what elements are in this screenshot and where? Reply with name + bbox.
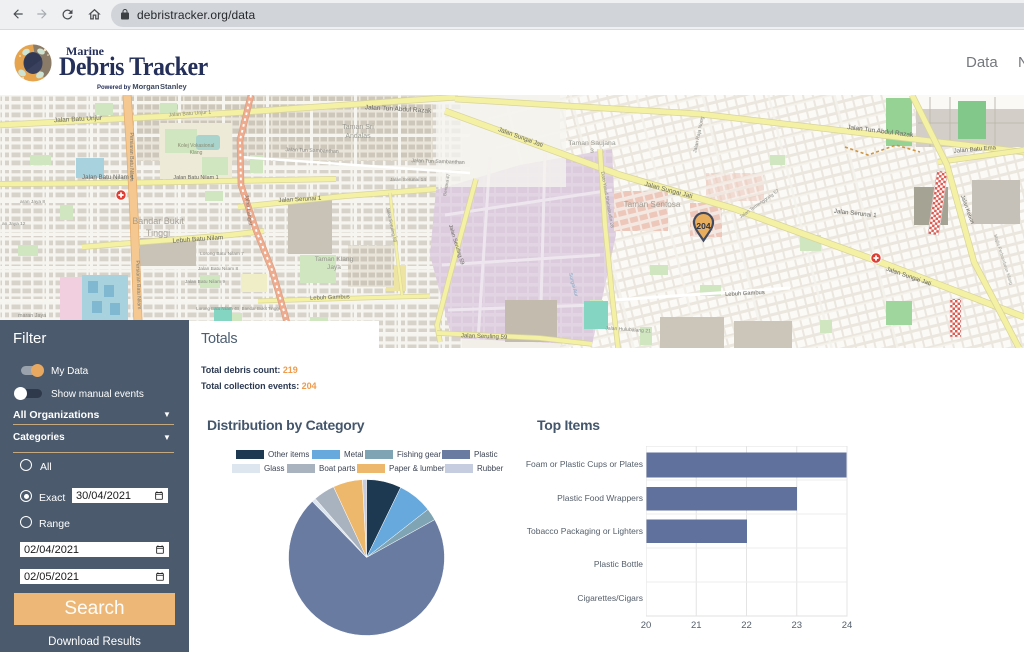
svg-text:Jalan Seruling 59: Jalan Seruling 59 [461,333,508,341]
svg-text:Taman Sentosa: Taman Sentosa [624,200,681,209]
svg-text:Jalan Serunai 1: Jalan Serunai 1 [278,195,322,204]
svg-text:Taman Sri: Taman Sri [342,124,374,131]
svg-text:Bentara 47: Bentara 47 [442,173,451,196]
svg-text:Persiaran Batu Nilam: Persiaran Batu Nilam [134,260,142,309]
svg-text:Jalan Langat: Jalan Langat [243,194,253,226]
svg-text:aran Jaya 8: aran Jaya 8 [20,199,45,205]
svg-text:Kolej Vokasional: Kolej Vokasional [178,143,215,149]
svg-text:Lorong Batu Nilam 7: Lorong Batu Nilam 7 [200,251,244,257]
svg-text:Bandar Bukit: Bandar Bukit [132,216,184,226]
svg-text:Andalas: Andalas [345,133,371,140]
svg-text:Lebuh Gambus: Lebuh Gambus [310,294,350,301]
svg-text:Lebuh Gambus: Lebuh Gambus [725,290,765,298]
svg-text:Jalan Batu Nilam 1: Jalan Batu Nilam 1 [82,174,134,181]
svg-text:Lorong Batu Nilam 4B, Bandar B: Lorong Batu Nilam 4B, Bandar Bukit Tingg… [196,306,279,311]
svg-text:Jalan Batu Ema: Jalan Batu Ema [954,145,997,155]
svg-text:Jalan Hulubalang 21: Jalan Hulubalang 21 [605,325,651,334]
svg-text:Jalan Serunai 1: Jalan Serunai 1 [833,208,877,220]
svg-text:Persiaran Batu Nilam: Persiaran Batu Nilam [128,132,134,181]
svg-text:Jalan Batu Nilam 9: Jalan Batu Nilam 9 [185,279,226,285]
svg-text:Jaya: Jaya [327,264,341,271]
svg-text:Klang: Klang [190,150,203,156]
svg-text:an Jaya 12: an Jaya 12 [2,221,26,227]
svg-text:Jalan Batu Unjur 1: Jalan Batu Unjur 1 [168,110,211,119]
svg-text:Lebuh Batu Nilam: Lebuh Batu Nilam [172,234,223,245]
svg-text:3: 3 [590,148,594,155]
svg-text:Jalan Tun Abdul Razak: Jalan Tun Abdul Razak [365,104,433,115]
svg-text:Jalan Batu Nilam 8: Jalan Batu Nilam 8 [198,266,239,272]
svg-text:Jalan Batu Nilam 1: Jalan Batu Nilam 1 [173,175,218,181]
svg-text:Jalan Serunai 14: Jalan Serunai 14 [390,177,426,183]
svg-text:Jalan Tun Sambanthan: Jalan Tun Sambanthan [285,147,339,155]
svg-text:Taman Klang: Taman Klang [315,256,354,263]
svg-text:Jalan Batu Unjur: Jalan Batu Unjur [54,115,103,125]
svg-text:Jalan Tun Sambanthan: Jalan Tun Sambanthan [411,158,465,166]
svg-text:204: 204 [696,221,710,231]
svg-text:Taman Saujana: Taman Saujana [568,140,615,147]
svg-text:maran Jaya: maran Jaya [18,313,46,319]
svg-text:Tinggi: Tinggi [146,228,170,238]
